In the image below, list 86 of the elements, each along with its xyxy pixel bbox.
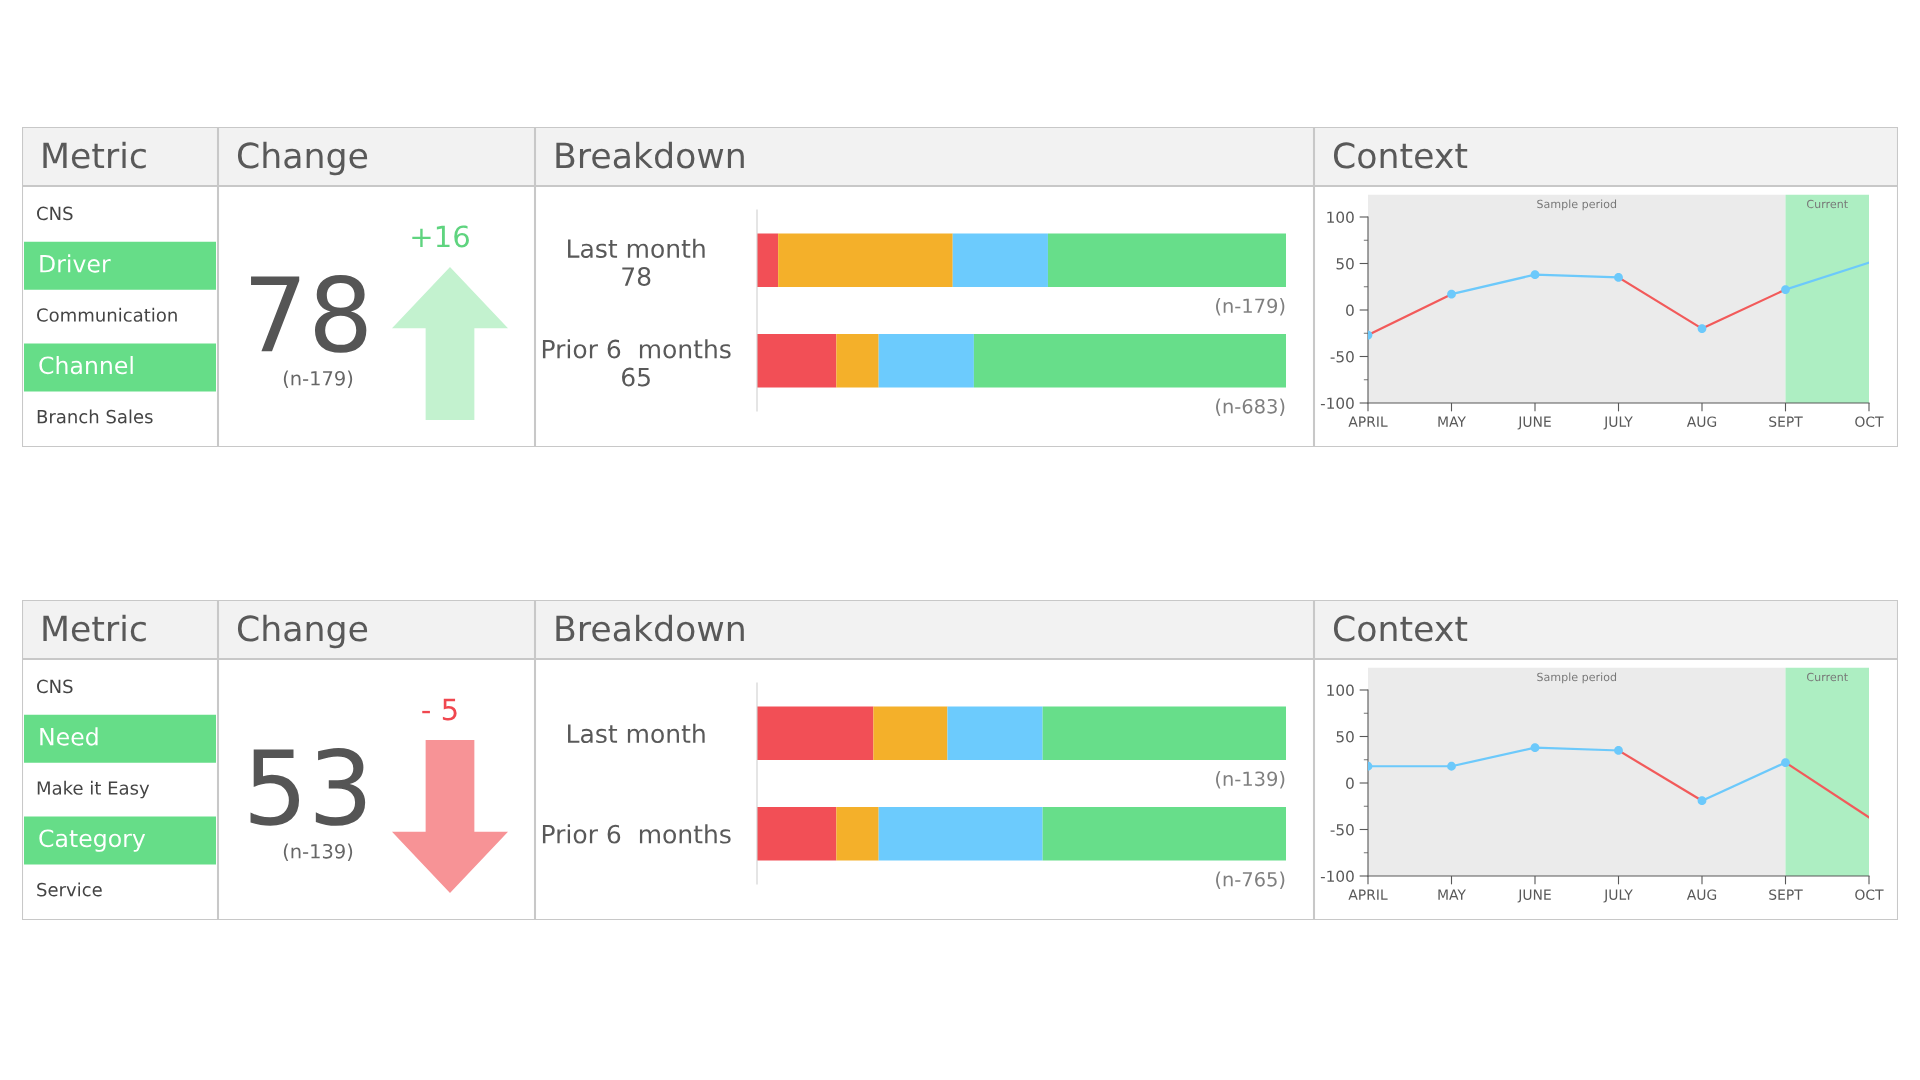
category-label: Need [40,727,98,746]
x-tick-label: JULY [1603,416,1633,430]
x-tick-label: OCT [1855,416,1884,427]
text: Change [237,141,368,176]
x-tick-label: MAY [1438,416,1466,427]
point [1781,285,1790,294]
band-label: Current [1807,672,1848,682]
category-label: Category [39,829,146,852]
x-tick-label: SEPT [1769,889,1803,900]
y-tick-label: 0 [1346,304,1354,317]
y-tick-label: -50 [1330,823,1354,836]
category-label: Service [37,882,102,897]
point [1530,270,1540,280]
category-label: Make it Easy [37,780,150,799]
bar [973,334,1286,388]
bar [757,706,874,760]
bar [757,807,837,861]
x-tick-label: AUG [1686,416,1717,427]
point [1447,761,1456,771]
y-tick-label: 0 [1346,777,1354,790]
x-tick-label: MAY [1438,889,1466,900]
x-tick-label: SEPT [1769,416,1803,427]
bar [836,807,879,861]
point [1697,796,1707,806]
bar [836,334,879,388]
point [1530,743,1540,753]
bar [1047,233,1286,287]
point [1614,273,1623,282]
text: (n-139) [283,843,353,861]
x-tick-label: OCT [1855,889,1884,900]
bar [1042,706,1286,760]
annotation: (n-683) [1216,398,1285,416]
bar [778,233,953,287]
y-tick-label: -100 [1320,870,1354,883]
y-tick-label: Last month [568,723,705,744]
point [1447,289,1456,299]
category-label: CNS [37,206,73,221]
band-label: Sample period [1537,199,1617,211]
chart-title: Context [1333,615,1468,642]
x-tick-label: JUNE [1517,889,1551,903]
band-label: Current [1807,199,1848,209]
y-tick-label: Prior 6 months [542,824,731,844]
text: - 5 [422,698,457,721]
chart-title: Breakdown [556,141,744,169]
text: Metric [43,614,146,642]
y-tick-label: 100 [1327,684,1354,697]
y-tick-label: -50 [1330,350,1354,363]
text: +16 [412,225,469,248]
y-tick-label: 100 [1327,211,1354,224]
chart-title: Context [1333,142,1468,169]
chart-title: Breakdown [556,614,744,642]
category-label: Channel [39,355,133,375]
band-label: Sample period [1537,672,1617,684]
text: Metric [43,141,146,169]
category-label: Driver [40,254,111,273]
bar [873,706,948,760]
annotation: (n-765) [1216,871,1285,889]
x-tick-label: AUG [1686,889,1717,900]
text: (n-179) [283,370,353,388]
y-tick-label: Last month 78 [568,238,705,286]
bar [757,334,837,388]
x-tick-label: JUNE [1517,416,1551,430]
annotation: (n-179) [1216,298,1285,316]
x-tick-label: JULY [1603,889,1633,903]
point [1614,746,1623,755]
annotation: (n-139) [1216,771,1285,789]
text: Change [237,614,368,649]
x-tick-label: APRIL [1348,889,1388,900]
bar [878,334,974,388]
y-tick-label: -100 [1320,397,1354,410]
point [1697,324,1707,333]
text: 78 [251,275,367,353]
bar [1042,807,1286,861]
bar [947,706,1043,760]
bar [952,233,1048,287]
x-tick-label: APRIL [1348,416,1388,427]
point [1781,758,1790,767]
text: 53 [250,748,366,826]
y-tick-label: Prior 6 months 65 [542,339,731,387]
y-tick-label: 50 [1336,730,1354,743]
category-label: Communication [37,307,177,322]
bar [757,233,779,287]
category-label: Branch Sales [37,409,153,424]
category-label: CNS [37,679,73,694]
y-tick-label: 50 [1336,257,1354,270]
bar [878,807,1043,861]
